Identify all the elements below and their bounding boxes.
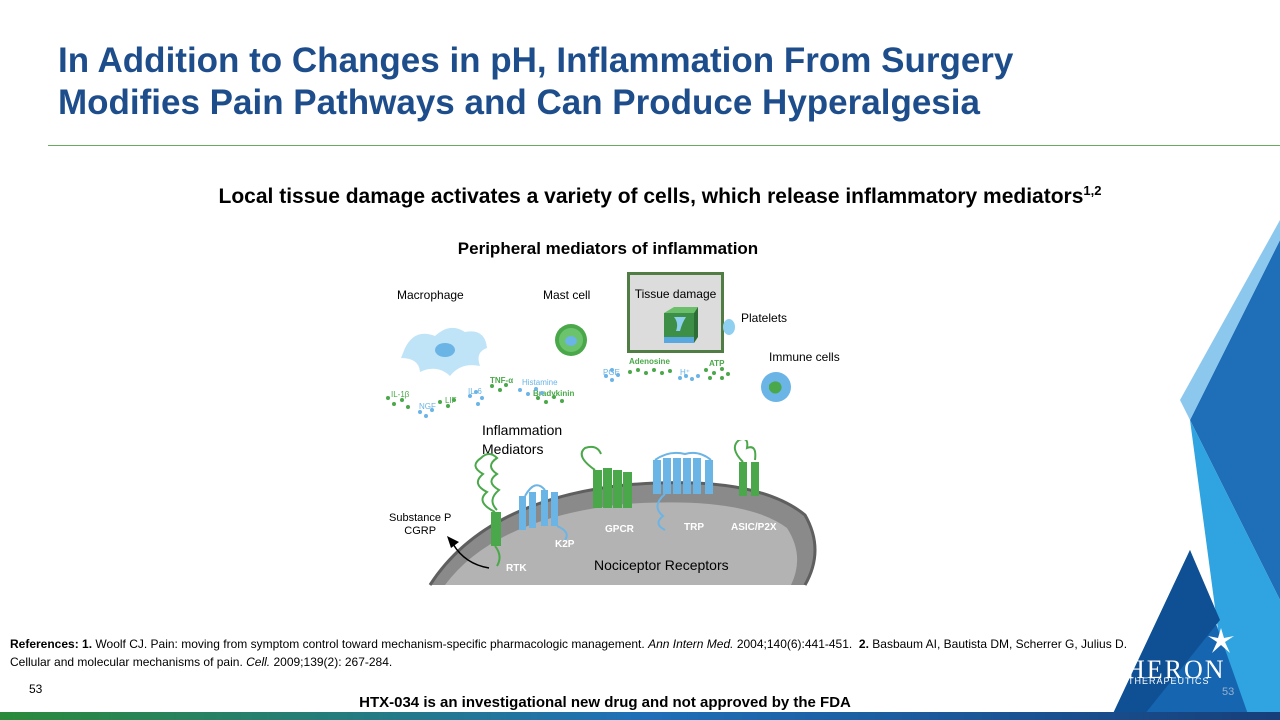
page-number-right: 53	[1222, 686, 1235, 698]
ref1-number: 1.	[82, 637, 93, 651]
ref2-number: 2.	[858, 637, 869, 651]
ref1-tail: 2004;140(6):441-451.	[736, 637, 853, 651]
label-inflammation-mediators: Inflammation Mediators	[482, 421, 562, 459]
title-divider	[48, 145, 1280, 146]
label-mast-cell: Mast cell	[543, 288, 591, 302]
decorative-chevron-graphic	[1110, 220, 1280, 720]
receptor-gpcr	[580, 445, 632, 508]
ref2-tail: 2009;139(2): 267-284.	[273, 655, 393, 669]
logo-heron: HERON	[1126, 655, 1226, 684]
nociceptor-membrane	[428, 440, 817, 586]
mediator-atp: ATP	[709, 359, 725, 368]
subtitle-text: Local tissue damage activates a variety …	[218, 185, 1084, 208]
cgrp: CGRP	[404, 525, 437, 537]
ref1-text: Woolf CJ. Pain: moving from symptom cont…	[95, 637, 645, 651]
receptor-k2p	[519, 484, 568, 541]
ref2-text: Basbaum AI, Bautista DM, Scherrer G, Jul…	[872, 637, 1128, 651]
subtitle-superscript: 1,2	[1083, 183, 1102, 198]
mediator-adenosine: Adenosine	[629, 357, 670, 366]
label-trp: TRP	[684, 522, 704, 533]
mediator-ngf: NGF	[419, 402, 436, 411]
mediator-tnf: TNF-α	[490, 376, 514, 385]
label-macrophage: Macrophage	[397, 288, 464, 302]
label-nociceptor-receptors: Nociceptor Receptors	[594, 557, 729, 573]
logo-therapeutics: THERAPEUTICS	[1128, 676, 1210, 686]
inflammation-line-1: Inflammation	[482, 422, 563, 438]
fda-disclaimer: HTX-034 is an investigational new drug a…	[359, 694, 851, 711]
platelet-icon	[723, 319, 735, 335]
references-label: References:	[10, 637, 79, 651]
ref1-journal: Ann Intern Med.	[648, 637, 734, 651]
label-k2p: K2P	[555, 539, 575, 550]
label-asic-p2x: ASIC/P2X	[731, 522, 777, 533]
slide-subtitle: Local tissue damage activates a variety …	[0, 183, 1280, 209]
mediator-h-plus: H⁺	[680, 368, 690, 377]
receptor-asic-p2x	[733, 440, 759, 496]
mast-cell-icon	[555, 324, 587, 356]
bottom-gradient-bar	[0, 712, 1280, 720]
tissue-block-icon	[664, 307, 698, 343]
mediator-dots	[386, 367, 730, 418]
title-line-1: In Addition to Changes in pH, Inflammati…	[58, 41, 1014, 80]
page-number: 53	[29, 682, 43, 696]
tissue-damage-box: Tissue damage	[627, 272, 724, 353]
inflammation-line-2: Mediators	[482, 441, 544, 457]
receptor-rtk	[474, 453, 501, 567]
mediator-histamine: Histamine	[522, 378, 558, 387]
mediator-pge: PGE	[603, 368, 620, 377]
label-immune-cells: Immune cells	[769, 350, 840, 364]
label-tissue-damage: Tissue damage	[634, 287, 717, 301]
ref2-line2: Cellular and molecular mechanisms of pai…	[10, 655, 243, 669]
diagram-title: Peripheral mediators of inflammation	[457, 239, 759, 258]
slide-title: In Addition to Changes in pH, Inflammati…	[58, 40, 1178, 124]
mediator-il1b: IL-1β	[391, 390, 410, 399]
release-arrow	[452, 543, 490, 569]
label-platelets: Platelets	[741, 311, 788, 325]
macrophage-icon	[401, 327, 487, 376]
receptor-trp	[653, 451, 713, 531]
label-rtk: RTK	[506, 563, 527, 574]
label-substance-p-cgrp: Substance P CGRP	[389, 512, 451, 538]
title-line-2: Modifies Pain Pathways and Can Produce H…	[58, 83, 980, 122]
immune-cell-icon	[761, 372, 791, 402]
mediator-bradykinin: Bradykinin	[533, 389, 575, 398]
ref2-journal: Cell.	[246, 655, 271, 669]
references: References: 1. Woolf CJ. Pain: moving fr…	[10, 635, 1240, 671]
logo-bird-icon	[1208, 628, 1234, 653]
substance-p: Substance P	[389, 512, 452, 524]
label-gpcr: GPCR	[605, 524, 634, 535]
mediator-lif: LIF	[445, 396, 457, 405]
